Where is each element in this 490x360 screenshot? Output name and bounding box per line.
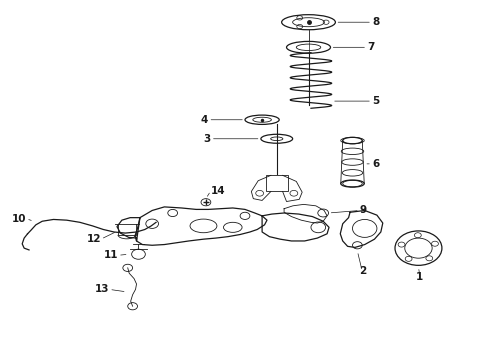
- Text: 9: 9: [360, 206, 367, 216]
- Text: 2: 2: [359, 266, 366, 276]
- Text: 11: 11: [103, 250, 118, 260]
- Text: 7: 7: [367, 42, 374, 52]
- Text: 10: 10: [12, 214, 26, 224]
- Text: 8: 8: [372, 17, 379, 27]
- Text: 1: 1: [416, 272, 423, 282]
- Bar: [266, 175, 288, 192]
- Text: 12: 12: [86, 234, 101, 244]
- Text: 14: 14: [211, 186, 225, 196]
- Text: 6: 6: [372, 159, 379, 169]
- Text: 4: 4: [201, 115, 208, 125]
- Text: 3: 3: [203, 134, 211, 144]
- Text: 13: 13: [95, 284, 109, 294]
- Text: 5: 5: [372, 96, 379, 106]
